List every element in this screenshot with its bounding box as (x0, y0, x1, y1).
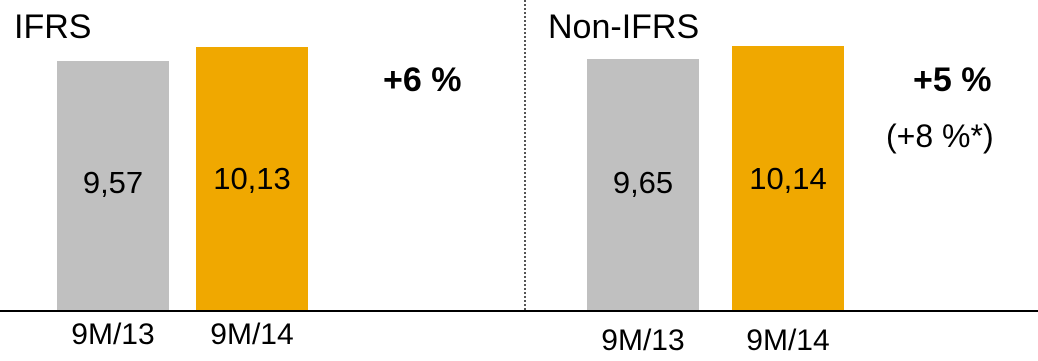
x-tick-label: 9M/14 (746, 324, 830, 357)
bar-ifrs-9m-14 (196, 47, 308, 310)
bar-value-label: 10,14 (749, 161, 827, 196)
bar-non-ifrs-9m-13 (587, 59, 699, 310)
panel-title-non-ifrs: Non-IFRS (548, 8, 700, 46)
bar-value-label: 10,13 (213, 161, 291, 196)
change-label-non-ifrs: +5 % (913, 61, 992, 99)
x-tick-label: 9M/13 (601, 324, 685, 357)
bar-non-ifrs-9m-14 (732, 46, 844, 310)
bar-value-label: 9,57 (82, 165, 144, 200)
bar-value-label: 9,65 (612, 165, 674, 200)
panel-divider (524, 0, 526, 310)
x-tick-label: 9M/14 (210, 318, 294, 351)
x-axis-baseline (0, 310, 1038, 312)
change-note-non-ifrs: (+8 %*) (886, 118, 994, 154)
change-label-ifrs: +6 % (383, 61, 462, 99)
panel-title-ifrs: IFRS (14, 8, 92, 46)
bar-ifrs-9m-13 (57, 61, 169, 310)
x-tick-label: 9M/13 (71, 318, 155, 351)
